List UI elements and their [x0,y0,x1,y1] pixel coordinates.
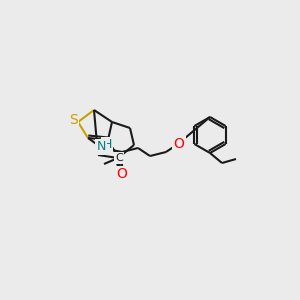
Text: H: H [102,139,112,152]
Text: C: C [115,153,123,163]
Text: N: N [118,167,128,181]
Text: S: S [69,113,77,127]
Text: N: N [96,140,106,154]
Text: O: O [174,137,184,151]
Text: O: O [117,167,128,181]
